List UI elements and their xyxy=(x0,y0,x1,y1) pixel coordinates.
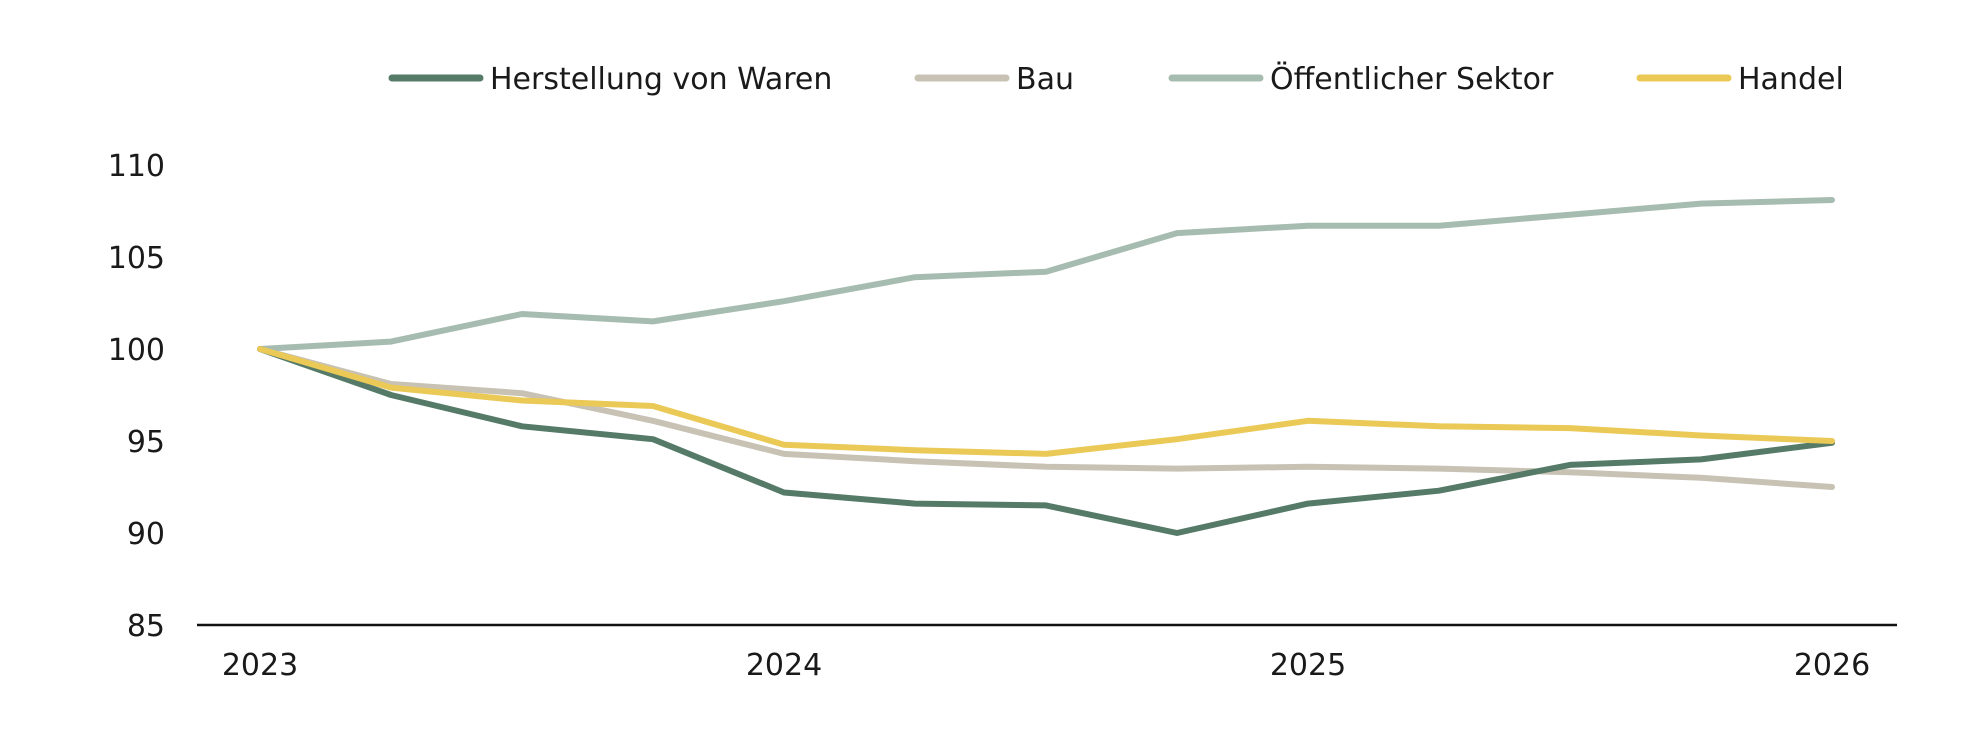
y-tick-label: 105 xyxy=(108,241,165,276)
y-tick-label: 90 xyxy=(127,517,165,552)
series-line-herstellung-von-waren xyxy=(257,346,1835,536)
legend-item: Öffentlicher Sektor xyxy=(1168,61,1554,97)
y-axis: 85 90 95 100 105 110 xyxy=(108,149,165,644)
series-line-bau xyxy=(257,346,1835,490)
x-tick-label: 2023 xyxy=(222,648,298,683)
legend-item: Bau xyxy=(914,62,1074,97)
x-axis: 2023 2024 2025 2026 xyxy=(197,623,1897,683)
legend-label: Herstellung von Waren xyxy=(490,62,832,97)
legend-label: Öffentlicher Sektor xyxy=(1270,61,1554,97)
y-tick-label: 110 xyxy=(108,149,165,184)
y-tick-label: 95 xyxy=(127,425,165,460)
x-tick-label: 2024 xyxy=(746,648,822,683)
series-line-handel xyxy=(257,346,1835,457)
legend-label: Handel xyxy=(1738,62,1844,97)
legend-item: Handel xyxy=(1636,62,1844,97)
y-tick-label: 100 xyxy=(108,333,165,368)
legend: Herstellung von Waren Bau Öffentlicher Sek… xyxy=(388,61,1844,97)
x-tick-label: 2025 xyxy=(1270,648,1346,683)
series-line-öffentlicher-sektor xyxy=(257,197,1835,352)
y-tick-label: 85 xyxy=(127,609,165,644)
legend-item: Herstellung von Waren xyxy=(388,62,832,97)
series-lines xyxy=(257,197,1835,536)
x-tick-label: 2026 xyxy=(1794,648,1870,683)
legend-label: Bau xyxy=(1016,62,1074,97)
